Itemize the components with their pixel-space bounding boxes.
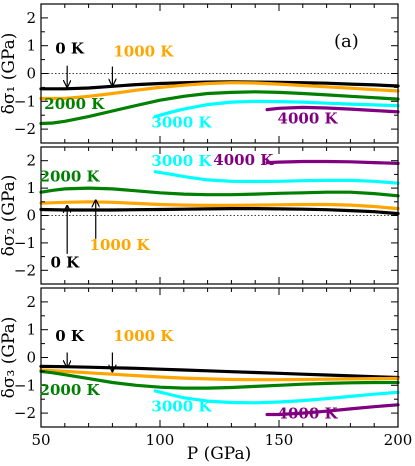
x-tick-label: 200 [384,431,413,449]
y-tick-label: 0 [26,349,36,367]
x-tick-label: 50 [31,431,50,449]
plot-frame [40,287,399,428]
series-line-3000k [153,170,400,185]
y-axis-label: δσ₂ (GPa) [0,175,19,257]
y-tick-label: 2 [26,293,36,311]
series-label-3000k: 3000 K [151,114,212,132]
series-label-4000k: 4000 K [278,405,339,423]
series-label-2000k: 2000 K [40,167,101,185]
series-line-2000k [39,186,400,198]
x-tick-label: 100 [146,431,175,449]
series-label-1000k: 1000 K [90,236,151,254]
series-line-1000k [39,368,400,382]
y-tick-label: 2 [26,9,36,27]
series-label-0k: 0 K [55,39,85,57]
y-tick-label: 1 [26,321,36,339]
series-line-1000k [39,81,400,101]
series-line-3000k [153,99,400,119]
series-line-4000k [265,403,400,417]
series-line-4000k [265,105,400,114]
series-line-2000k [39,369,400,390]
series-line-4000k [265,159,400,165]
series-label-0k: 0 K [55,327,85,345]
y-tick-label: 1 [26,37,36,55]
y-axis-label: δσ₁ (GPa) [0,33,19,115]
y-tick-label: −1 [14,92,36,110]
series-line-1000k [39,200,400,211]
y-tick-label: −1 [14,234,36,252]
y-tick-label: 0 [26,65,36,83]
y-tick-label: 1 [26,179,36,197]
series-label-2000k: 2000 K [44,95,105,113]
series-line-3000k [153,389,400,405]
y-tick-label: 2 [26,152,36,170]
series-label-3000k: 3000 K [151,152,212,170]
series-label-3000k: 3000 K [151,398,212,416]
series-label-4000k: 4000 K [213,151,274,169]
series-label-1000k: 1000 K [113,327,174,345]
series-label-1000k: 1000 K [113,42,174,60]
x-axis-label: P (GPa) [187,444,252,464]
series-line-0k [39,364,400,380]
y-tick-label: −2 [14,404,36,422]
y-tick-label: −1 [14,376,36,394]
series-line-0k [39,207,400,216]
panel-1: −2 −1 0 1 2 0 K 1000 K 2000 K 3000 K 4000 K δσ₁ (G… [0,3,400,144]
series-line-2000k [39,90,400,126]
series-label-2000k: 2000 K [40,381,101,399]
series-label-4000k: 4000 K [278,110,339,128]
y-tick-label: −2 [14,261,36,279]
y-axis-label: δσ₃ (GPa) [0,317,19,399]
x-tick-label: 150 [265,431,294,449]
y-tick-label: 0 [26,207,36,225]
y-tick-label: −2 [14,120,36,138]
panel-tag: (a) [334,31,359,52]
series-label-0k: 0 K [50,254,80,272]
